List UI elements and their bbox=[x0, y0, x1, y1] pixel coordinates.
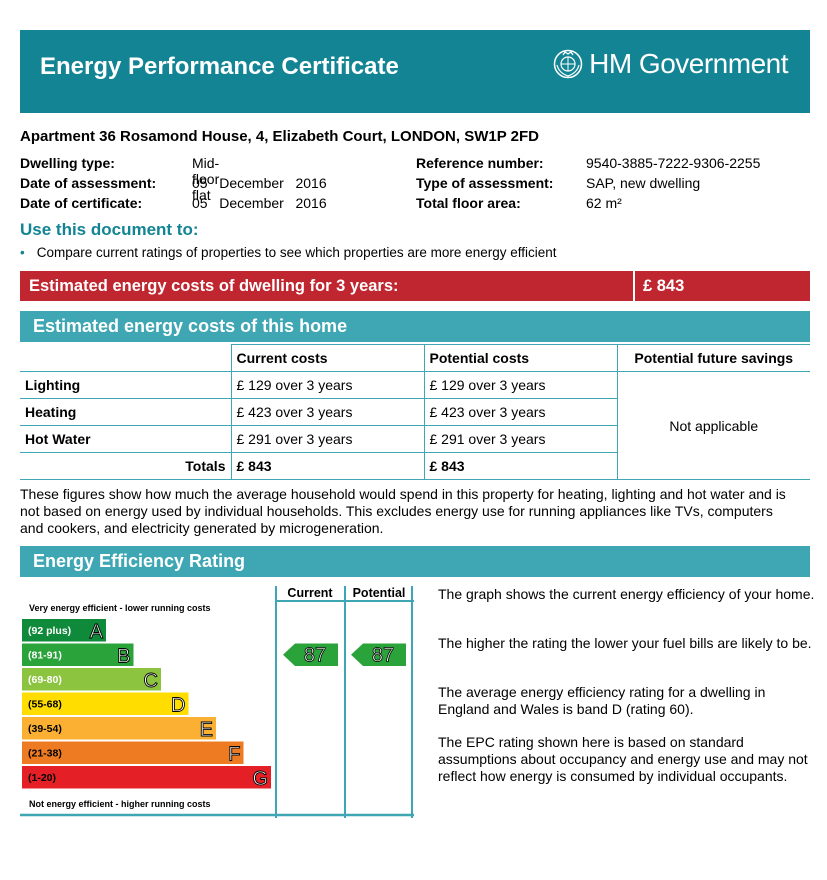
hm-government-logo: HM Government bbox=[553, 48, 788, 80]
band-letter-c: C bbox=[144, 670, 158, 692]
rating-arrows: 87 87 bbox=[283, 643, 406, 667]
band-letter-f: F bbox=[228, 744, 240, 766]
band-range: (81-91) bbox=[28, 650, 62, 662]
use-document-heading: Use this document to: bbox=[20, 220, 199, 239]
page-title: Energy Performance Certificate bbox=[40, 53, 399, 80]
band-bar-a bbox=[22, 619, 106, 642]
detail-value: 9540-3885-7222-9306-2255 bbox=[586, 155, 761, 171]
bullet-text: Compare current ratings of properties to… bbox=[36, 245, 557, 260]
estimated-3yr-label: Estimated energy costs of dwelling for 3… bbox=[20, 271, 633, 301]
band-range: (69-80) bbox=[28, 674, 62, 686]
detail-label: Type of assessment: bbox=[416, 175, 554, 191]
current-cost: £ 129 over 3 years bbox=[230, 371, 425, 399]
costs-heading: Estimated energy costs of this home bbox=[20, 311, 810, 342]
band-bar-g bbox=[22, 766, 271, 789]
logo-text: HM Government bbox=[589, 48, 788, 79]
rating-description: The graph shows the current energy effic… bbox=[438, 586, 815, 602]
column-header: Potential future savings bbox=[616, 344, 810, 372]
estimated-3yr-value: £ 843 bbox=[635, 271, 810, 301]
potential-rating-arrow bbox=[351, 643, 406, 666]
potential-column-header: Potential bbox=[353, 586, 406, 600]
detail-value: 05 December 2016 bbox=[192, 175, 327, 191]
current-cost: £ 423 over 3 years bbox=[230, 398, 425, 426]
detail-row: Type of assessment: SAP, new dwelling bbox=[416, 175, 796, 195]
estimated-3yr-bar: Estimated energy costs of dwelling for 3… bbox=[20, 271, 810, 301]
potential-cost: £ 423 over 3 years bbox=[423, 398, 618, 426]
table-row: Lighting £ 129 over 3 years £ 129 over 3… bbox=[20, 371, 810, 480]
totals-row: Totals £ 843 £ 843 bbox=[20, 452, 810, 480]
future-savings: Not applicable bbox=[616, 371, 810, 480]
use-document-bullet: • Compare current ratings of properties t… bbox=[20, 245, 557, 260]
rating-description: The EPC rating shown here is based on st… bbox=[438, 734, 808, 784]
costs-table: Current costs Potential costs Potential … bbox=[20, 344, 810, 480]
current-rating-arrow-value: 87 bbox=[304, 645, 326, 667]
detail-row: Reference number: 9540-3885-7222-9306-22… bbox=[416, 155, 796, 175]
detail-row: Date of certificate: 05 December 2016 bbox=[20, 195, 327, 215]
property-address: Apartment 36 Rosamond House, 4, Elizabet… bbox=[20, 128, 539, 145]
detail-label: Dwelling type: bbox=[20, 155, 115, 171]
royal-crest-icon bbox=[553, 49, 583, 79]
band-letter-b: B bbox=[117, 646, 130, 668]
details-right: Reference number: 9540-3885-7222-9306-22… bbox=[416, 155, 796, 215]
band-bar-d bbox=[22, 692, 189, 715]
potential-rating-arrow-value: 87 bbox=[372, 645, 394, 667]
rating-description: The higher the rating the lower your fue… bbox=[438, 635, 812, 651]
rating-description: The average energy efficiency rating for… bbox=[438, 684, 766, 717]
band-letter-d: D bbox=[171, 695, 185, 717]
band-letter-g: G bbox=[252, 768, 268, 790]
table-row: Heating £ 423 over 3 years £ 423 over 3 … bbox=[20, 398, 810, 426]
total-potential: £ 843 bbox=[423, 452, 618, 480]
detail-row: Dwelling type: Mid-floor flat bbox=[20, 155, 219, 203]
detail-value: SAP, new dwelling bbox=[586, 175, 701, 191]
totals-label: Totals bbox=[20, 452, 232, 480]
table-header-row: Current costs Potential costs Potential … bbox=[20, 344, 810, 372]
band-bar-c bbox=[22, 668, 161, 691]
details-left: Dwelling type: Mid-floor flat Date of as… bbox=[20, 155, 327, 215]
bullet-icon: • bbox=[20, 245, 25, 260]
band-letter-e: E bbox=[200, 719, 213, 741]
detail-value: 62 m² bbox=[586, 195, 622, 211]
current-rating-arrow bbox=[283, 643, 338, 666]
row-label: Hot Water bbox=[20, 425, 232, 453]
detail-row: Total floor area: 62 m² bbox=[416, 195, 796, 215]
band-range: (21-38) bbox=[28, 748, 62, 760]
band-range: (39-54) bbox=[28, 723, 62, 735]
band-range: (1-20) bbox=[28, 772, 56, 784]
potential-cost: £ 291 over 3 years bbox=[423, 425, 618, 453]
table-header-empty bbox=[20, 344, 232, 372]
band-range: (55-68) bbox=[28, 699, 62, 711]
potential-cost: £ 129 over 3 years bbox=[423, 371, 618, 399]
current-column-header: Current bbox=[287, 586, 333, 600]
top-note: Very energy efficient - lower running co… bbox=[29, 603, 211, 613]
header-banner: Energy Performance Certificate HM Govern… bbox=[20, 30, 810, 113]
bottom-note: Not energy efficient - higher running co… bbox=[29, 799, 211, 809]
band-bar-f bbox=[22, 741, 244, 764]
total-current: £ 843 bbox=[230, 452, 425, 480]
band-bar-b bbox=[22, 643, 134, 666]
band-bar-e bbox=[22, 717, 216, 740]
row-label: Heating bbox=[20, 398, 232, 426]
detail-label: Date of assessment: bbox=[20, 175, 157, 191]
detail-label: Reference number: bbox=[416, 155, 544, 171]
current-cost: £ 291 over 3 years bbox=[230, 425, 425, 453]
band-letter-a: A bbox=[90, 621, 104, 643]
table-row: Hot Water £ 291 over 3 years £ 291 over … bbox=[20, 425, 810, 453]
detail-label: Total floor area: bbox=[416, 195, 521, 211]
column-header: Potential costs bbox=[423, 344, 618, 372]
detail-row: Date of assessment: 05 December 2016 bbox=[20, 175, 327, 195]
detail-value: Mid-floor flat bbox=[192, 155, 220, 203]
detail-value: 05 December 2016 bbox=[192, 195, 327, 211]
row-label: Lighting bbox=[20, 371, 232, 399]
column-header: Current costs bbox=[230, 344, 425, 372]
costs-note: These figures show how much the average … bbox=[20, 486, 786, 536]
band-range: (92 plus) bbox=[28, 625, 71, 637]
energy-rating-chart: Current Potential Very energy efficient … bbox=[20, 586, 414, 818]
rating-bands: (92 plus) A (81-91) B (69-80) C (55-68) D (39-54… bbox=[22, 619, 271, 790]
detail-label: Date of certificate: bbox=[20, 195, 143, 211]
rating-heading: Energy Efficiency Rating bbox=[20, 546, 810, 577]
